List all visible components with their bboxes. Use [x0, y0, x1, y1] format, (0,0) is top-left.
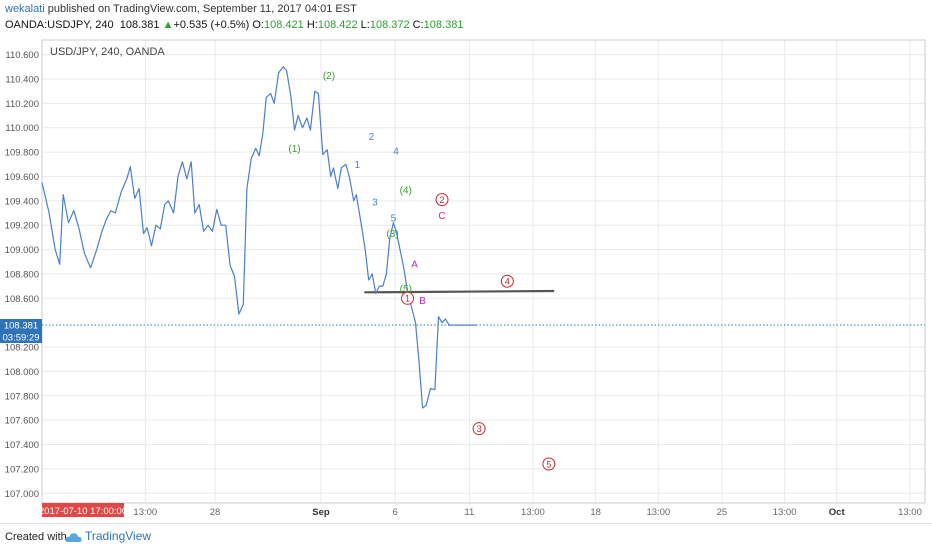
close-value: 108.381 — [423, 19, 464, 31]
y-tick-label: 108.600 — [5, 294, 39, 305]
y-tick-label: 107.200 — [5, 464, 39, 475]
plot-frame — [41, 39, 926, 504]
countdown-tag — [0, 330, 42, 343]
footer-bar: Created with TradingView — [0, 523, 932, 551]
price-change: +0.535 (+0.5%) — [173, 19, 250, 31]
symbol-label: OANDA:USDJPY, 240 — [5, 19, 114, 31]
price-tag-label: 108.381 — [4, 320, 38, 331]
y-tick-label: 108.800 — [5, 269, 39, 280]
y-tick-label: 107.800 — [5, 391, 39, 402]
y-tick-label: 108.200 — [5, 343, 39, 354]
circled-wave-label: 1 — [405, 294, 410, 304]
wave-label: (5) — [400, 284, 412, 295]
y-tick-label: 110.200 — [5, 99, 39, 110]
chart-header: wekalati published on TradingView.com, S… — [0, 0, 932, 36]
chart-grid — [42, 40, 925, 503]
x-tick-label: 13:00 — [133, 507, 157, 518]
chart-title: USD/JPY, 240, OANDA — [50, 46, 165, 58]
wave-labels: (2) (1) 2 4 1 3 (4) 5 (3) A (5) B C 2 4 1 3 5 — [288, 71, 556, 471]
y-tick-label: 109.000 — [5, 245, 39, 256]
x-tick-label: Sep — [312, 507, 330, 518]
symbol-line: OANDA:USDJPY, 240 108.381 ▲+0.535 (+0.5%… — [5, 19, 463, 31]
tradingview-logo[interactable]: TradingView — [64, 529, 151, 543]
y-tick-label: 109.200 — [5, 221, 39, 232]
wave-label: (1) — [288, 144, 300, 155]
countdown-tag-label: 03:59:29 — [3, 332, 40, 343]
circled-wave-label: 3 — [477, 424, 482, 434]
y-tick-label: 107.000 — [5, 489, 39, 500]
trend-line[interactable] — [364, 289, 555, 294]
wave-label: 4 — [393, 146, 399, 157]
y-axis: 110.600 110.400 110.200 110.000 109.800 109.6… — [5, 50, 39, 500]
y-tick-label: 109.600 — [5, 172, 39, 183]
wave-label: 5 — [391, 213, 397, 224]
publish-line: wekalati published on TradingView.com, S… — [5, 3, 357, 15]
circled-wave-marker — [500, 274, 514, 288]
wave-label: C — [438, 211, 445, 222]
time-tag-label: 2017-07-10 17:00:00 — [39, 506, 127, 517]
x-tick-label: 18 — [590, 507, 601, 518]
y-tick-label: 110.000 — [5, 123, 39, 134]
open-value: 108.421 — [264, 19, 304, 31]
circled-wave-marker — [435, 193, 449, 207]
price-chart[interactable]: USD/JPY, 240, OANDA 110.600 110.400 110.20… — [0, 36, 932, 523]
chart-background — [0, 36, 932, 523]
y-tick-label: 110.400 — [5, 74, 39, 85]
wave-label: B — [419, 296, 426, 307]
circled-wave-marker — [401, 291, 415, 305]
tradingview-label: TradingView — [85, 529, 152, 543]
x-tick-label: 13:00 — [521, 507, 545, 518]
y-tick-label: 109.800 — [5, 148, 39, 159]
circled-wave-marker — [542, 457, 556, 471]
low-label: L: — [360, 19, 370, 31]
axis-tags: 108.381 03:59:29 2017-07-10 17:00:00 — [0, 318, 127, 517]
y-tick-label: 107.400 — [5, 440, 39, 451]
published-text: published on TradingView.com, September … — [44, 3, 357, 15]
wave-label: (2) — [323, 71, 335, 82]
x-tick-label: 28 — [210, 507, 221, 518]
author-link[interactable]: wekalati — [5, 3, 45, 15]
cloud-icon — [65, 533, 82, 542]
low-value: 108.372 — [369, 19, 410, 31]
price-tag — [0, 318, 42, 331]
y-tick-label: 110.600 — [5, 50, 39, 61]
circled-wave-label: 2 — [439, 195, 444, 205]
circled-wave-marker — [472, 422, 486, 436]
wave-label: 2 — [369, 132, 375, 143]
wave-label: 3 — [372, 198, 378, 209]
high-label: H: — [306, 19, 318, 31]
wave-label: (3) — [386, 229, 398, 240]
wave-label: (4) — [400, 185, 412, 196]
up-arrow-icon: ▲ — [162, 19, 174, 31]
circled-wave-label: 4 — [505, 277, 510, 287]
y-tick-label: 109.400 — [5, 196, 39, 207]
x-axis: 13:00 28 Sep 6 11 13:00 18 13:00 25 13:00 Oct 13:00 — [133, 507, 921, 518]
usdjpy-price-line[interactable] — [41, 66, 478, 409]
wave-label: 1 — [354, 160, 360, 171]
open-label: O: — [252, 19, 264, 31]
x-tick-label: 13:00 — [773, 507, 797, 518]
circled-wave-label: 5 — [546, 459, 551, 469]
last-price: 108.381 — [119, 19, 160, 31]
created-with-label: Created with — [5, 531, 67, 543]
high-value: 108.422 — [317, 19, 358, 31]
close-label: C: — [412, 19, 424, 31]
x-tick-label: 13:00 — [898, 507, 922, 518]
x-tick-label: 13:00 — [646, 507, 670, 518]
y-tick-label: 108.000 — [5, 367, 39, 378]
x-tick-label: Oct — [829, 507, 846, 518]
x-tick-label: 25 — [717, 507, 728, 518]
y-tick-label: 107.600 — [5, 416, 39, 427]
wave-label: A — [411, 260, 418, 271]
x-tick-label: 11 — [464, 507, 474, 518]
time-tag — [42, 503, 124, 517]
x-tick-label: 6 — [393, 507, 398, 518]
